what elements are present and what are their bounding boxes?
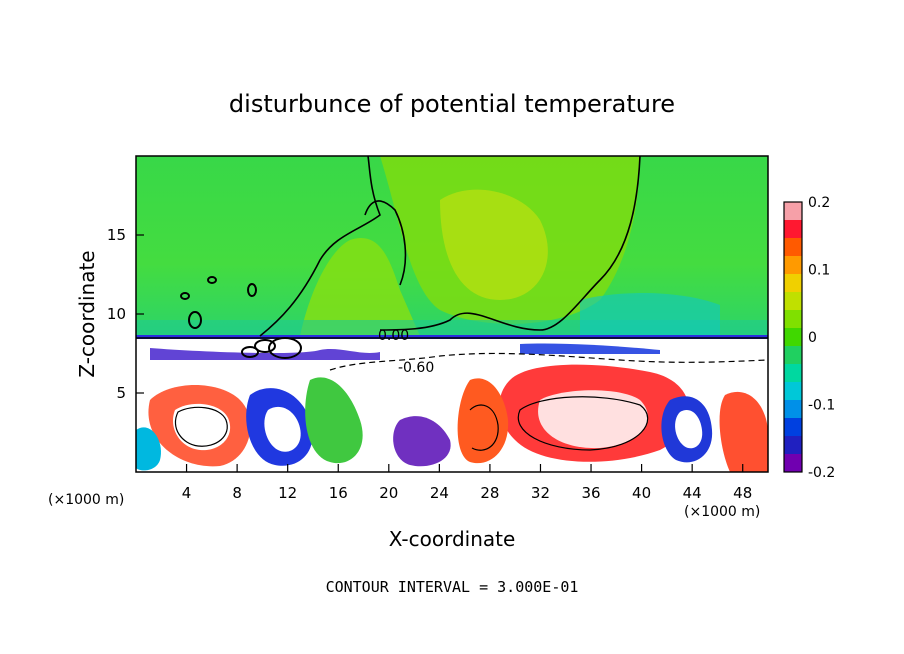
x-unit-left: (×1000 m): [48, 492, 124, 508]
colorbar-swatch: [784, 382, 802, 401]
colorbar-swatch: [784, 400, 802, 419]
inversion-top-line: [136, 335, 768, 339]
contour-label-group: 0.00 -0.60: [378, 328, 434, 376]
x-axis: 4 8 12 16 20 24 28 32 36 40 44 48: [182, 464, 752, 502]
colorbar-tick-label: -0.2: [808, 465, 835, 481]
x-tick-label: 28: [480, 484, 499, 502]
contour-bl-loop-2: [174, 406, 228, 447]
x-tick-label: 32: [531, 484, 550, 502]
colorbar-swatch: [784, 454, 802, 473]
y-tick-label: 15: [107, 226, 126, 244]
contour-label-neg: -0.60: [398, 360, 434, 376]
warm-plume-core: [440, 189, 548, 300]
contour-bl-loop-1: [517, 396, 649, 451]
colorbar-swatch: [784, 274, 802, 293]
colorbar-tick-label: -0.1: [808, 398, 835, 414]
x-tick-label: 16: [329, 484, 348, 502]
bl-warm-core-1-inner: [538, 390, 648, 449]
y-axis-label: Z-coordinate: [75, 250, 99, 377]
contour-cluster: [180, 276, 302, 359]
y-tick-label: 5: [116, 384, 126, 402]
x-tick-label: 40: [632, 484, 651, 502]
x-tick-label: 44: [683, 484, 702, 502]
colorbar-swatch: [784, 220, 802, 239]
bl-orange-eddy-right: [719, 391, 768, 472]
colorbar-swatch: [784, 346, 802, 365]
colorbar-tick-label: 0.2: [808, 195, 830, 211]
x-tick-label: 36: [581, 484, 600, 502]
x-unit-right: (×1000 m): [684, 504, 760, 520]
contour-zero-lobe: [364, 200, 407, 286]
x-tick-label: 48: [733, 484, 752, 502]
plot-area: [136, 156, 768, 472]
colorbar-tick-label: 0.1: [808, 263, 830, 279]
contour-interval-footer: CONTOUR INTERVAL = 3.000E-01: [326, 578, 579, 596]
bl-cool-eddy-1-inner: [172, 403, 231, 451]
x-axis-label: X-coordinate: [389, 527, 516, 551]
chart-title: disturbunce of potential temperature: [229, 90, 675, 118]
bl-purple-eddy: [393, 416, 451, 467]
bl-blue-eddy-1-inner: [264, 406, 301, 452]
contour-zero-plume-right: [379, 156, 641, 331]
colorbar-swatch: [784, 292, 802, 311]
x-tick-label: 4: [182, 484, 192, 502]
y-axis: 5 10 15: [107, 226, 144, 402]
cool-upper-patch: [580, 293, 720, 336]
contour-zero-plume: [259, 156, 381, 337]
colorbar-swatch: [784, 418, 802, 437]
inversion-blue-streak-2: [520, 343, 660, 354]
bl-cyan-swirl: [136, 427, 161, 471]
colorbar-swatch: [784, 328, 802, 347]
colorbar-swatch: [784, 364, 802, 383]
contour-negative-dashed: [329, 352, 768, 371]
colorbar-swatch: [784, 202, 802, 221]
colorbar-swatch: [784, 256, 802, 275]
x-tick-label: 8: [232, 484, 242, 502]
bl-green-eddy: [305, 377, 363, 464]
colorbar-swatch: [784, 238, 802, 257]
inversion-blue-streak: [150, 348, 380, 360]
colorbar: 0.2 0.1 0 -0.1 -0.2: [783, 195, 835, 481]
colorbar-frame: [783, 201, 803, 473]
colorbar-swatch: [784, 436, 802, 455]
contour-label-zero: 0.00: [378, 328, 409, 344]
x-tick-label: 12: [278, 484, 297, 502]
x-tick-label: 20: [379, 484, 398, 502]
inversion-white: [136, 336, 768, 366]
colorbar-tick-label: 0: [808, 330, 817, 346]
x-tick-label: 24: [430, 484, 449, 502]
warm-plume-left: [300, 238, 420, 336]
contour-bl-loop-3: [469, 404, 499, 451]
y-tick-label: 10: [107, 305, 126, 323]
bl-blue-eddy-2-inner: [675, 410, 703, 449]
colorbar-swatch: [784, 310, 802, 329]
